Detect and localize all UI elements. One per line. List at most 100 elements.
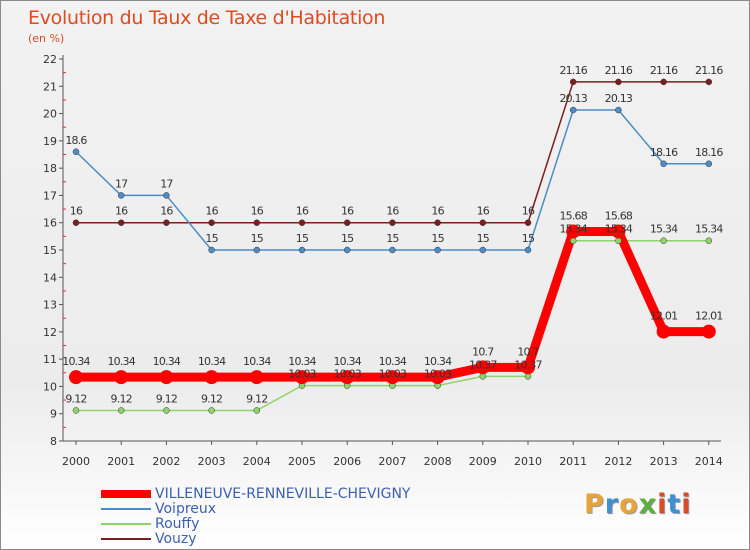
x-tick-label: 2012 — [604, 455, 632, 468]
data-label: 9.12 — [201, 392, 222, 405]
y-tick-label: 9 — [50, 408, 57, 421]
data-label: 10.03 — [288, 368, 316, 381]
data-label: 16 — [251, 205, 264, 218]
data-point — [163, 407, 170, 414]
data-point — [163, 192, 170, 199]
data-label: 9.12 — [111, 392, 132, 405]
legend-item: Vouzy — [101, 531, 411, 547]
y-tick-label: 12 — [43, 326, 57, 339]
data-point — [117, 219, 125, 226]
x-tick-label: 2011 — [559, 455, 587, 468]
data-point — [253, 407, 261, 414]
x-tick-label: 2005 — [288, 455, 316, 468]
y-tick-label: 14 — [43, 271, 57, 284]
x-tick-label: 2013 — [650, 455, 678, 468]
data-point — [615, 106, 622, 114]
data-point — [72, 219, 80, 226]
legend-label: VILLENEUVE-RENNEVILLE-CHEVIGNY — [155, 485, 411, 502]
data-label: 15 — [296, 232, 309, 245]
y-tick-label: 16 — [43, 217, 57, 230]
data-label: 15.34 — [695, 223, 723, 236]
data-point — [253, 246, 261, 254]
data-label: 16 — [70, 205, 83, 218]
data-point — [208, 407, 215, 414]
data-label: 9.12 — [246, 392, 267, 405]
data-label: 10.34 — [333, 355, 361, 368]
data-label: 21.16 — [650, 64, 678, 77]
data-point — [159, 370, 174, 385]
data-label: 16 — [115, 205, 128, 218]
data-point — [389, 219, 396, 226]
data-point — [343, 219, 351, 226]
data-point — [656, 324, 671, 339]
data-label: 10.34 — [424, 355, 452, 368]
y-tick-label: 20 — [43, 108, 57, 121]
y-tick-label: 15 — [43, 244, 57, 257]
data-point — [253, 219, 261, 226]
x-tick-label: 2006 — [333, 455, 361, 468]
data-point — [434, 246, 441, 254]
x-tick-label: 2010 — [514, 455, 542, 468]
x-tick-label: 2009 — [469, 455, 497, 468]
legend-swatch — [101, 489, 151, 498]
x-tick-label: 2004 — [243, 455, 271, 468]
data-label: 10.34 — [243, 355, 271, 368]
data-label: 15 — [386, 232, 399, 245]
y-tick-label: 22 — [43, 53, 57, 66]
data-label: 15.34 — [605, 223, 633, 236]
x-tick-label: 2003 — [198, 455, 226, 468]
data-label: 15.68 — [559, 209, 587, 222]
data-label: 16 — [205, 205, 218, 218]
data-point — [615, 237, 622, 244]
data-label: 16 — [296, 205, 309, 218]
data-point — [475, 360, 490, 375]
data-point — [249, 370, 264, 385]
legend-swatch — [101, 522, 151, 525]
y-tick-label: 18 — [43, 162, 57, 175]
data-label: 17 — [115, 177, 128, 190]
data-label: 12.01 — [695, 310, 723, 323]
data-label: 10.34 — [107, 355, 135, 368]
x-tick-label: 2000 — [62, 455, 90, 468]
data-label: 10.34 — [153, 355, 181, 368]
data-label: 15.34 — [559, 223, 587, 236]
legend-item: Voipreux — [101, 501, 411, 517]
data-point — [569, 237, 577, 244]
data-point — [705, 160, 713, 168]
data-label: 16 — [477, 205, 490, 218]
data-point — [569, 106, 577, 114]
data-point — [705, 78, 713, 86]
data-label: 10.34 — [288, 355, 316, 368]
y-tick-label: 13 — [43, 299, 57, 312]
data-label: 10.03 — [424, 368, 452, 381]
data-label: 15 — [205, 232, 218, 245]
data-point — [298, 219, 306, 226]
chart-title: Evolution du Taux de Taxe d'Habitation — [28, 7, 386, 29]
data-point — [660, 237, 667, 244]
data-point — [521, 360, 535, 375]
y-tick-label: 8 — [50, 435, 57, 448]
data-label: 10.03 — [379, 368, 407, 381]
data-point — [705, 237, 713, 244]
data-point — [524, 219, 532, 226]
data-point — [569, 78, 577, 86]
data-point — [72, 407, 80, 414]
data-point — [69, 370, 83, 385]
data-point — [566, 224, 581, 239]
data-point — [114, 370, 129, 385]
data-label: 10.7 — [517, 345, 539, 358]
data-label: 12.01 — [650, 310, 678, 323]
data-point — [524, 246, 532, 254]
x-tick-label: 2008 — [424, 455, 452, 468]
data-label: 18.6 — [65, 134, 87, 147]
data-point — [117, 407, 125, 414]
data-label: 9.12 — [65, 392, 86, 405]
data-point — [660, 78, 667, 86]
data-point — [163, 219, 170, 226]
data-point — [72, 148, 80, 156]
data-label: 18.16 — [695, 146, 723, 159]
legend-item: Rouffy — [101, 516, 411, 532]
data-label: 20.13 — [605, 92, 633, 105]
